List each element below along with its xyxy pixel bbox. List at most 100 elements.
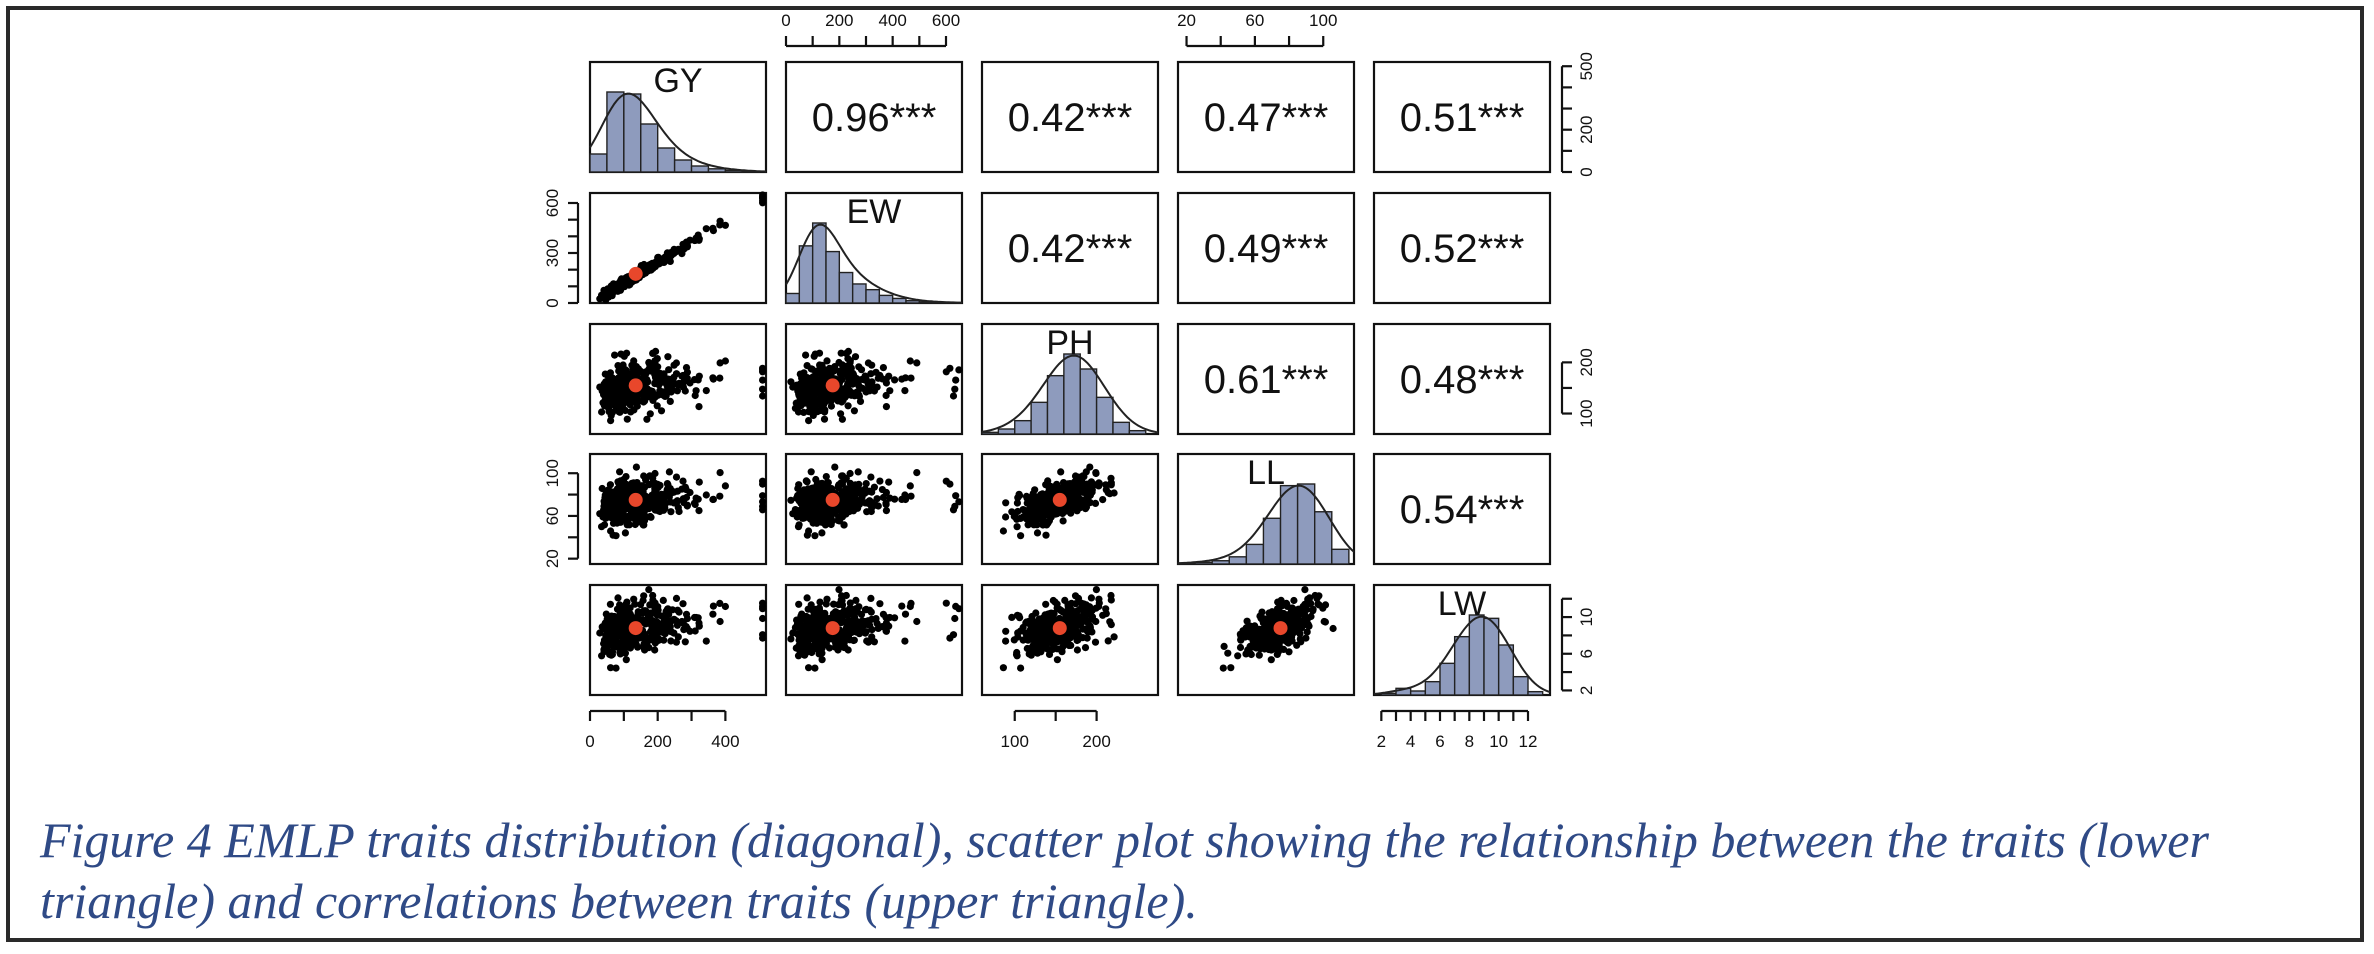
scatter-point [1035, 642, 1044, 651]
histogram-bar [1014, 419, 1032, 435]
scatter-point [1256, 641, 1264, 649]
scatter-point [1029, 632, 1037, 640]
scatter-point [630, 406, 638, 414]
scatter-point [652, 347, 660, 355]
scatter-point [837, 349, 845, 357]
scatter-point [1107, 621, 1115, 629]
scatter-point [862, 605, 870, 614]
scatter-point [862, 480, 870, 488]
scatter-point [675, 608, 683, 616]
scatter-point [651, 479, 659, 487]
scatter-point [1042, 531, 1050, 539]
scatter-point [852, 596, 860, 605]
density-curve [785, 223, 963, 304]
scatter-point [1012, 650, 1021, 659]
scatter-point [1067, 509, 1075, 517]
scatter-point [616, 468, 624, 476]
scatter-point [620, 378, 628, 387]
scatter-point [626, 398, 634, 406]
scatter-point [659, 596, 667, 605]
scatter-point [651, 259, 659, 267]
scatter-point [906, 357, 914, 365]
scatter-point [1088, 479, 1096, 487]
scatter-point [901, 491, 909, 499]
scatter-point [807, 385, 815, 393]
scatter-point [1038, 509, 1046, 517]
scatter-point [646, 410, 654, 418]
tick-label: 10 [1577, 608, 1596, 627]
scatter-point [832, 639, 840, 647]
scatter-point [1074, 491, 1082, 499]
panel-ph-gy [588, 322, 768, 436]
scatter-point [615, 374, 623, 382]
scatter-point [628, 479, 636, 487]
scatter-point [1074, 473, 1083, 481]
scatter-point [811, 532, 819, 540]
scatter-point [816, 598, 824, 606]
scatter-point [681, 638, 689, 646]
scatter-point [821, 508, 830, 516]
correlation-ew-lw: 0.52*** [1400, 227, 1525, 271]
scatter-point [1029, 501, 1037, 510]
scatter-point [1095, 479, 1103, 487]
histogram-bar [673, 159, 693, 173]
scatter-point [879, 610, 888, 618]
density-curve [1177, 484, 1355, 565]
scatter-point [1303, 628, 1311, 636]
tick-label: 60 [1245, 11, 1264, 30]
scatter-point [1061, 488, 1069, 496]
scatter-point [1237, 636, 1245, 644]
scatter-point [818, 361, 826, 369]
scatter-point [1038, 636, 1046, 644]
scatter-point [811, 664, 819, 672]
panel-ll-lw: 0.54*** [1372, 452, 1552, 566]
scatter-point [913, 617, 921, 626]
scatter-point [1309, 607, 1317, 615]
scatter-point [1319, 604, 1327, 612]
scatter-point [999, 664, 1008, 672]
scatter-point [863, 386, 871, 394]
scatter-point [634, 365, 643, 373]
scatter-point [885, 622, 893, 630]
scatter-point [670, 361, 678, 369]
scatter-point [861, 373, 869, 381]
scatter-point [1059, 517, 1067, 525]
tick-label: 20 [1177, 11, 1196, 30]
scatter-point [670, 499, 678, 507]
scatter-point [802, 626, 810, 634]
scatter-point [1247, 627, 1255, 635]
scatter-point [838, 601, 847, 609]
scatter-point [1017, 664, 1025, 672]
scatter-point [955, 498, 963, 506]
scatter-point [620, 480, 628, 488]
scatter-point [601, 290, 609, 298]
scatter-point [1038, 497, 1046, 505]
scatter-point [1033, 529, 1042, 537]
tick-label: 200 [825, 11, 853, 30]
scatter-point [702, 225, 710, 233]
scatter-point [1258, 608, 1266, 616]
panel-ll-ll: LL [1176, 452, 1356, 566]
histogram-bar [623, 93, 642, 173]
scatter-point [787, 496, 795, 504]
scatter-point [825, 391, 834, 399]
scatter-point [838, 398, 846, 406]
scatter-point [1013, 611, 1022, 619]
mean-point [825, 492, 840, 507]
scatter-point [861, 499, 869, 507]
scatter-point [841, 644, 849, 652]
panel-lw-ph [980, 583, 1160, 697]
scatter-point [1064, 617, 1072, 626]
scatter-point [611, 642, 620, 651]
scatter-point [620, 352, 628, 360]
scatter-point [607, 527, 615, 535]
tick-label: 0 [585, 732, 594, 751]
scatter-point [695, 507, 703, 515]
scatter-point [716, 374, 724, 382]
scatter-point [721, 602, 730, 611]
scatter-point [798, 506, 806, 514]
right-axis-ph: 100 200 [1560, 348, 1596, 428]
scatter-point [651, 618, 659, 626]
scatter-point [672, 380, 680, 388]
top-axis-ll: 20 60 100 [1177, 11, 1337, 48]
